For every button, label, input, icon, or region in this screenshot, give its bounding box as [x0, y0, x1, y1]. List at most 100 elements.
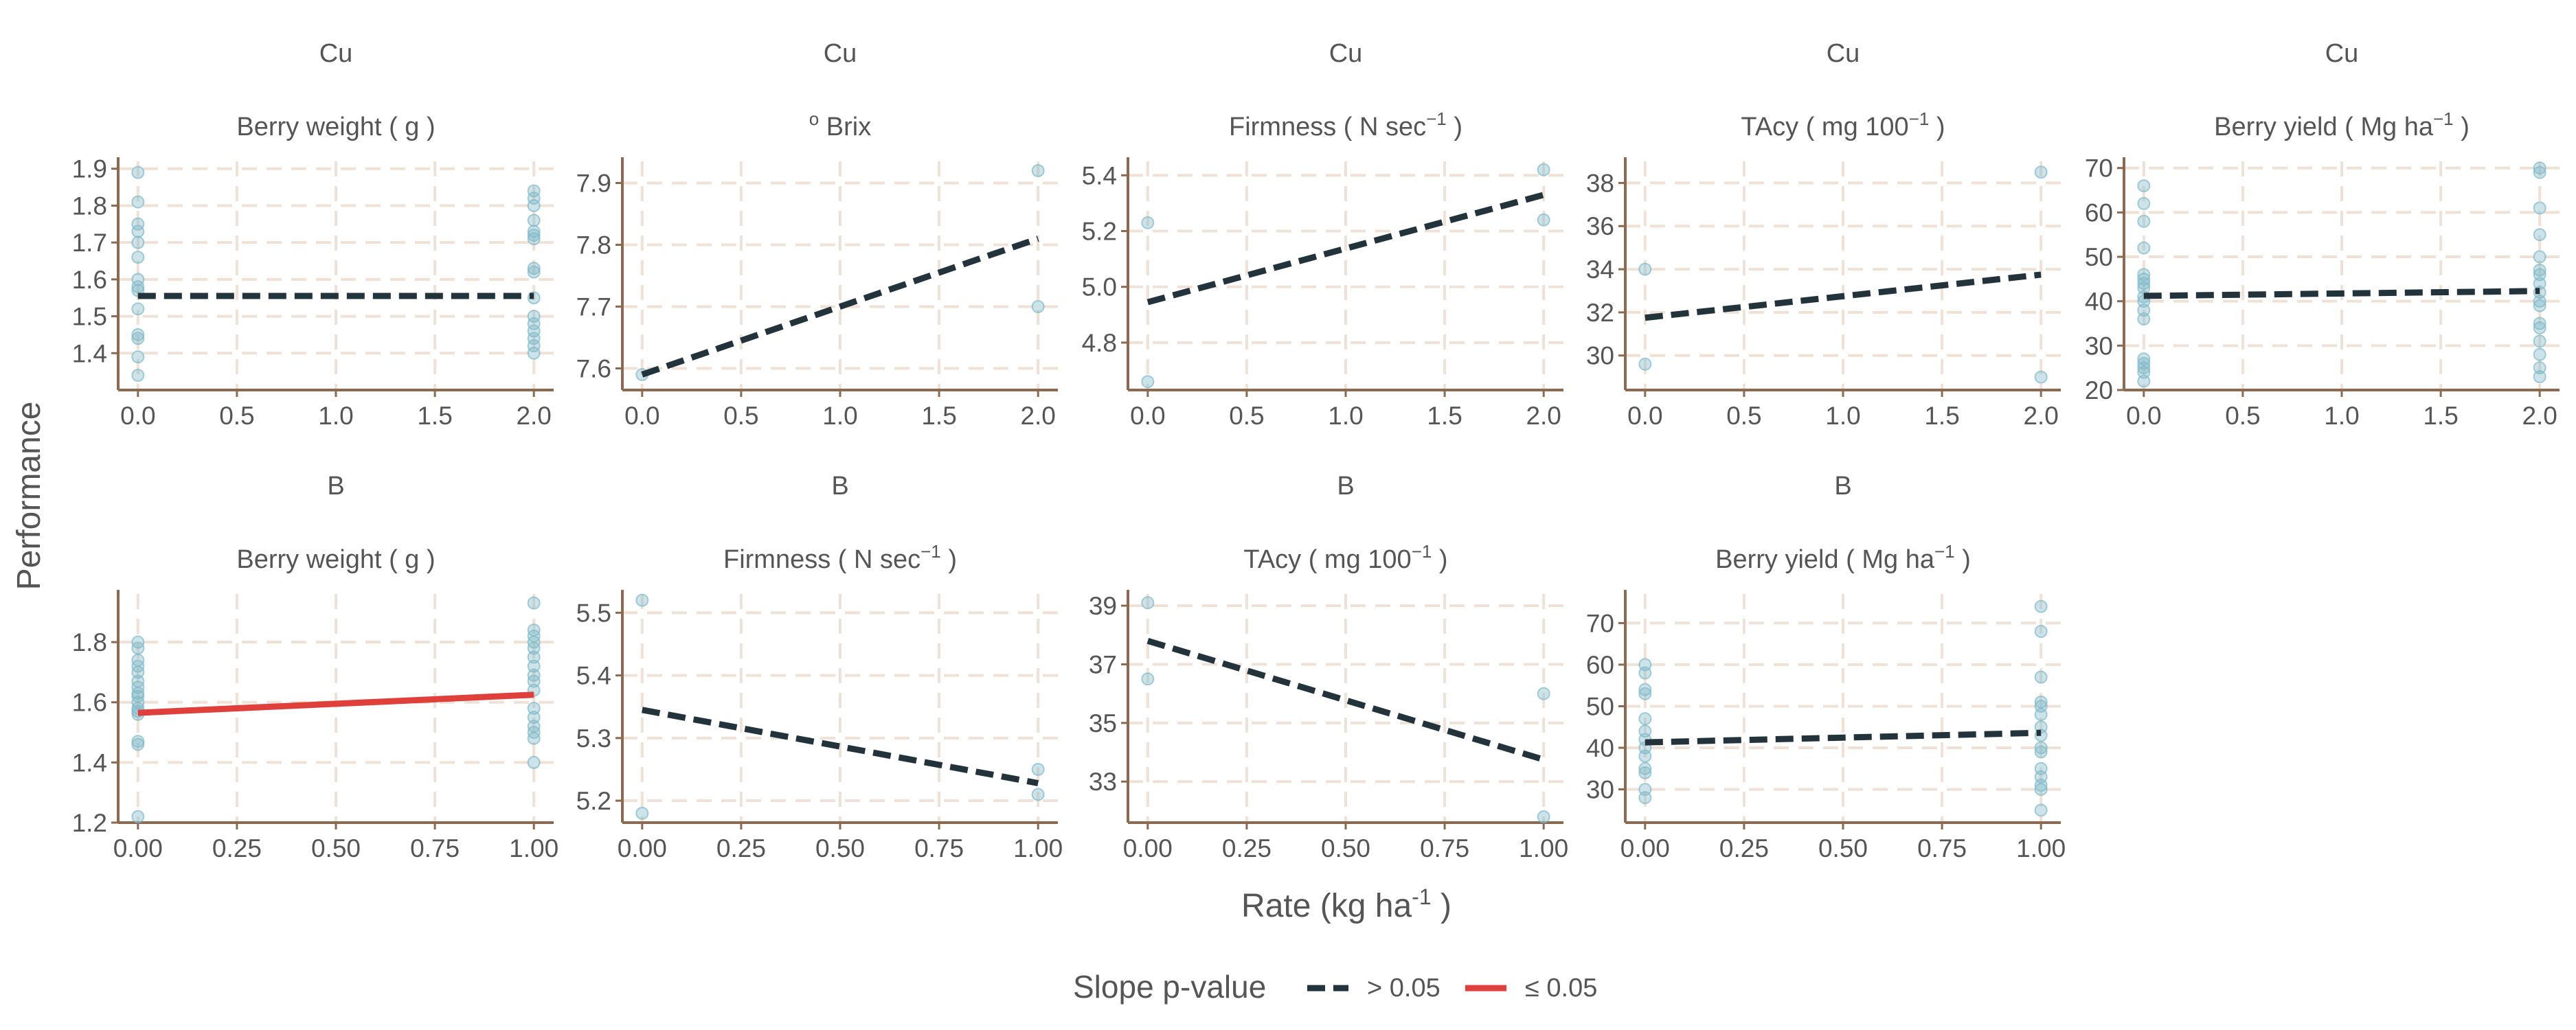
- fit-line-nonsignificant: [1146, 637, 1545, 763]
- strip-label: Cu: [824, 39, 857, 68]
- x-tick-label: 0.5: [219, 402, 254, 430]
- data-point: [527, 674, 541, 688]
- x-tick-label: 1.00: [1519, 834, 1568, 862]
- data-point: [1638, 683, 1652, 696]
- data-point: [2533, 361, 2546, 375]
- y-tick-label: 1.7: [72, 229, 107, 257]
- data-point: [527, 214, 541, 227]
- y-tick-label: 7.7: [576, 293, 611, 321]
- data-point: [2533, 295, 2546, 308]
- y-tick-label: 5.2: [576, 787, 611, 815]
- data-point: [2137, 179, 2151, 193]
- panel-title: Firmness ( N sec−1 ): [723, 541, 957, 574]
- y-tick-label: 1.2: [72, 809, 107, 837]
- x-tick-label: 0.75: [410, 834, 460, 862]
- panel-title-main: Brix: [819, 113, 871, 141]
- x-tick-label: 0.5: [1726, 402, 1761, 430]
- data-point: [1638, 262, 1652, 276]
- panel-title-sup: −1: [1412, 541, 1432, 562]
- data-point: [2034, 779, 2048, 792]
- data-point: [2034, 745, 2048, 759]
- data-point: [2533, 321, 2546, 334]
- x-tick-label: 1.0: [318, 402, 353, 430]
- panel-title-sup: −1: [2433, 108, 2454, 129]
- data-point: [131, 735, 145, 748]
- x-tick-label: 0.0: [120, 402, 155, 430]
- x-tick-label: 2.0: [2522, 402, 2557, 430]
- data-point: [527, 596, 541, 610]
- facet-panel: Cu TAcy ( mg 100−1 ) 0.0 0.5 1.0 1.5 2.0 30 32 34…: [1586, 39, 2061, 430]
- x-tick-label: 1.0: [1328, 402, 1363, 430]
- y-tick-label: 1.5: [72, 303, 107, 331]
- data-point: [2034, 803, 2048, 817]
- fit-line-nonsignificant: [2143, 288, 2540, 299]
- panel-title-tail: ): [941, 545, 957, 574]
- y-tick-label: 1.8: [72, 628, 107, 656]
- data-point: [131, 165, 145, 179]
- data-point: [2034, 624, 2048, 638]
- data-point: [1638, 666, 1652, 680]
- y-axis-title: Performance: [11, 402, 47, 591]
- data-point: [2533, 299, 2546, 312]
- data-point: [131, 369, 145, 382]
- x-axis-title-tail: ): [1432, 888, 1451, 924]
- data-point: [2137, 304, 2151, 317]
- panel-title-tail: ): [1929, 113, 1945, 141]
- fit-line-nonsignificant: [1645, 729, 2042, 746]
- panel-title-tail: ): [1432, 545, 1447, 574]
- data-point: [635, 806, 649, 820]
- data-point: [2533, 317, 2546, 330]
- data-point: [2137, 352, 2151, 366]
- legend-label-nonsignificant: > 0.05: [1367, 974, 1440, 1003]
- data-point: [1141, 216, 1155, 229]
- data-point: [131, 641, 145, 655]
- data-point: [1141, 375, 1155, 389]
- data-point: [2533, 268, 2546, 282]
- y-tick-label: 37: [1089, 650, 1117, 678]
- y-tick-label: 1.6: [72, 689, 107, 717]
- panel-title: Berry yield ( Mg ha−1 ): [2214, 108, 2470, 141]
- facet-panel: Cu o Brix 0.0 0.5 1.0 1.5 2.0 7.6 7.7 7.8 7.9: [576, 39, 1058, 430]
- data-point: [131, 665, 145, 679]
- data-point: [131, 251, 145, 264]
- panel-title-main: Berry yield ( Mg ha: [1715, 545, 1935, 574]
- panel-title-main: TAcy ( mg 100: [1243, 545, 1411, 574]
- strip-label: Cu: [1329, 39, 1363, 68]
- x-tick-label: 1.00: [1013, 834, 1063, 862]
- data-point: [527, 198, 541, 212]
- data-point: [131, 810, 145, 823]
- y-tick-label: 40: [1586, 734, 1614, 762]
- x-tick-label: 0.5: [2225, 402, 2260, 430]
- panel-title-tail: ): [1447, 113, 1462, 141]
- x-tick-label: 1.0: [1825, 402, 1860, 430]
- data-point: [527, 702, 541, 715]
- y-tick-label: 34: [1586, 255, 1614, 284]
- panel-title: o Brix: [809, 108, 871, 141]
- y-tick-label: 20: [2085, 376, 2113, 404]
- data-point: [527, 731, 541, 745]
- strip-label: B: [1337, 472, 1354, 501]
- data-point: [2137, 272, 2151, 286]
- x-tick-label: 0.00: [1620, 834, 1670, 862]
- data-point: [1638, 791, 1652, 805]
- facet-panel: Cu Firmness ( N sec−1 ) 0.0 0.5 1.0 1.5 2.0 4.8…: [1082, 39, 1563, 430]
- strip-label: B: [1834, 472, 1851, 501]
- data-point: [131, 225, 145, 238]
- panel-title-sup: −1: [1909, 108, 1930, 129]
- facet-panel: Cu Berry weight ( g ) 0.0 0.5 1.0 1.5 2.0 1.4 1.…: [72, 39, 554, 430]
- x-tick-label: 1.00: [509, 834, 558, 862]
- y-tick-label: 39: [1089, 592, 1117, 620]
- x-tick-label: 0.75: [1420, 834, 1469, 862]
- panel-title: TAcy ( mg 100−1 ): [1741, 108, 1945, 141]
- y-tick-label: 30: [1586, 776, 1614, 804]
- data-point: [2034, 708, 2048, 722]
- data-point: [1638, 687, 1652, 700]
- data-point: [1031, 164, 1045, 177]
- panel-title-tail: ): [1955, 545, 1971, 574]
- data-point: [2533, 228, 2546, 242]
- y-tick-label: 5.2: [1082, 218, 1117, 246]
- data-point: [1537, 687, 1550, 700]
- legend: Slope p-value > 0.05 ≤ 0.05: [1073, 969, 1597, 1005]
- y-tick-label: 5.0: [1082, 273, 1117, 301]
- data-point: [1031, 762, 1045, 776]
